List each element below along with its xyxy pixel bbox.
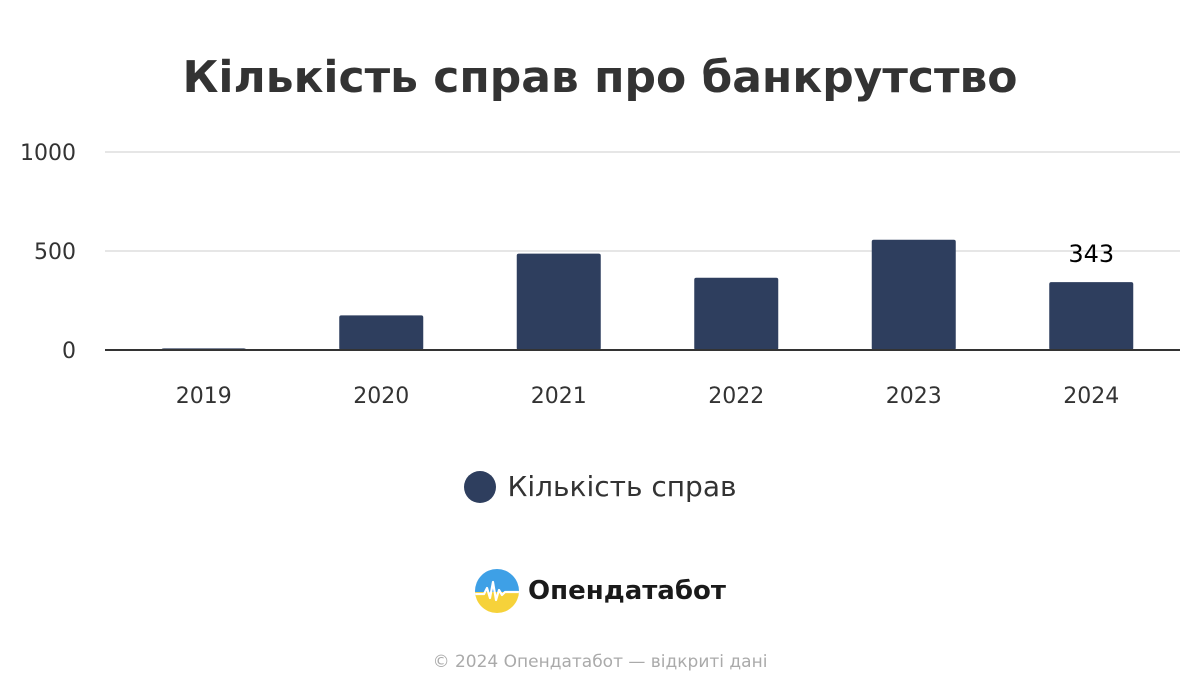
x-tick-label: 2021 xyxy=(531,384,587,409)
y-tick-label: 1000 xyxy=(20,141,76,166)
legend-swatch xyxy=(463,470,496,503)
legend-label: Кількість справ xyxy=(507,470,737,503)
chart-title: Кількість справ про банкрутство xyxy=(182,52,1018,103)
x-tick-label: 2020 xyxy=(353,384,409,409)
bar-2021 xyxy=(516,253,601,350)
data-labels: 343 xyxy=(1068,240,1114,268)
bars xyxy=(161,239,1134,350)
data-label-2024: 343 xyxy=(1068,240,1114,268)
grid-lines xyxy=(105,151,1180,252)
x-tick-label: 2022 xyxy=(708,384,764,409)
y-tick-label: 500 xyxy=(34,240,76,265)
y-tick-label: 0 xyxy=(62,339,76,364)
legend: Кількість справ xyxy=(0,470,1200,503)
bar-2022 xyxy=(694,277,779,350)
opendatabot-logo-icon xyxy=(475,569,520,613)
brand-name: Опендатабот xyxy=(528,576,726,606)
bar-2020 xyxy=(339,315,424,350)
bar-2023 xyxy=(871,239,956,350)
bar-2024 xyxy=(1049,282,1134,350)
x-axis-ticks: 2019 2020 2021 2022 2023 2024 xyxy=(176,384,1120,409)
x-tick-label: 2024 xyxy=(1063,384,1119,409)
x-tick-label: 2023 xyxy=(886,384,942,409)
y-axis-ticks: 0 500 1000 xyxy=(20,141,76,364)
footer-copyright: © 2024 Опендатабот — відкриті дані xyxy=(432,652,768,672)
brand: Опендатабот xyxy=(0,568,1200,614)
x-tick-label: 2019 xyxy=(176,384,232,409)
